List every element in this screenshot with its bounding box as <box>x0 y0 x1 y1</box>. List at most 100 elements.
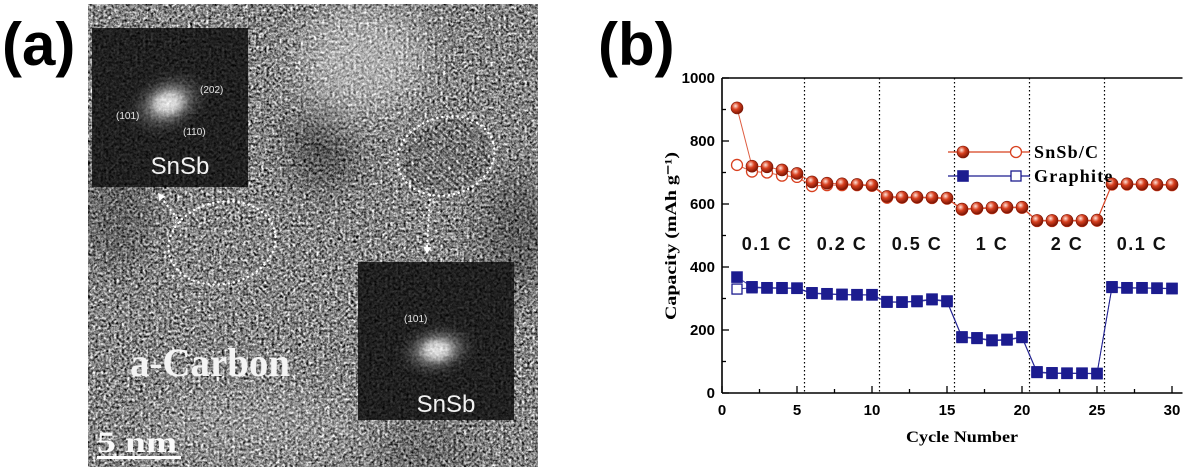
x-tick-label: 15 <box>939 402 956 419</box>
nanocrystal-outline-right <box>396 115 496 197</box>
snsb-c-filled-point <box>910 190 924 204</box>
graphite-filled-point <box>761 281 773 294</box>
graphite-filled-point <box>941 295 953 307</box>
arrow-line-to-top-inset <box>158 194 182 224</box>
graphite-filled-point <box>1106 281 1118 293</box>
snsb-c-filled-point <box>760 160 774 174</box>
legend-filled-marker-graphite <box>957 170 969 182</box>
graphite-filled-point <box>896 296 908 308</box>
graphite-filled-point <box>1091 367 1103 380</box>
snsb-c-filled-point <box>1105 177 1119 191</box>
arrow-line-to-bottom-inset <box>425 193 432 250</box>
snsb-c-filled-point <box>1165 178 1179 191</box>
snsb-c-filled-point <box>1030 214 1044 227</box>
y-tick-label: 1000 <box>682 70 715 87</box>
graphite-filled-point <box>1061 367 1073 379</box>
panel-b-label: (b) <box>598 11 675 78</box>
graphite-filled-point <box>851 288 863 301</box>
legend-label: Graphite <box>1034 166 1114 186</box>
graphite-filled-point <box>956 331 968 343</box>
graphite-filled-point <box>1031 366 1043 378</box>
graphite-filled-point <box>881 295 893 308</box>
snsb-c-filled-point <box>790 167 804 180</box>
filled-markers <box>730 101 1179 380</box>
scale-bar-label: 5 nm <box>97 426 177 459</box>
snsb-c-filled-point <box>1150 178 1164 191</box>
axes: 0 200 400 600 800 1000 0 5 10 15 20 25 30 <box>682 70 1183 419</box>
bright-region <box>148 389 368 459</box>
snsb-c-filled-point <box>1090 213 1104 227</box>
graphite-filled-point <box>836 288 848 301</box>
rate-label: 1 C <box>976 234 1009 254</box>
graphite-filled-point <box>911 295 923 307</box>
graphite-filled-point <box>971 332 983 344</box>
y-tick-label: 600 <box>690 196 715 213</box>
snsb-c-filled-point <box>1120 177 1134 191</box>
fft-inset-title: SnSb <box>151 153 210 180</box>
graphite-filled-point <box>1001 333 1013 346</box>
legend-label: SnSb/C <box>1034 142 1099 162</box>
rate-label: 0.1 C <box>742 234 793 254</box>
arrow-head-icon <box>158 193 166 201</box>
rate-label: 0.2 C <box>817 234 868 254</box>
arrow-head-icon <box>423 246 432 254</box>
tem-contrast-variations <box>88 4 538 467</box>
y-tick-label: 800 <box>690 133 715 150</box>
rate-capability-chart: Cycle Number Capacity (mAh g⁻¹) 02004006… <box>663 70 1183 446</box>
snsb-c-filled-point <box>1000 200 1014 214</box>
snsb-c-open-point <box>730 158 744 172</box>
fft-noise <box>358 262 514 420</box>
snsb-c-filled-point <box>805 175 819 189</box>
y-tick-label: 0 <box>707 385 715 402</box>
tem-micrograph: (202) (101) (110) SnSb (101) SnSb a-Carb… <box>88 4 538 467</box>
snsb-c-filled-point <box>1045 214 1059 227</box>
graphite-filled-point <box>1046 367 1058 379</box>
graphite-filled-point <box>1136 281 1148 294</box>
x-tick-label: 30 <box>1164 402 1181 419</box>
legend-filled-marker-snsb-c <box>956 145 970 159</box>
graphite-filled-point <box>776 281 788 294</box>
snsb-c-filled-point <box>970 201 984 215</box>
fft-inset-top: (202) (101) (110) SnSb <box>92 28 248 187</box>
fft-inset-bottom: (101) SnSb <box>358 262 514 420</box>
fft-inset-title: SnSb <box>417 391 476 418</box>
snsb-c-filled-point <box>730 101 744 115</box>
snsb-c-filled-point <box>1135 177 1149 191</box>
graphite-filled-point <box>746 281 758 293</box>
graphite-filled-point <box>1121 281 1133 294</box>
graphite-filled-point <box>926 293 938 305</box>
x-tick-label: 20 <box>1014 402 1031 419</box>
rate-dividers <box>803 78 1106 393</box>
x-axis-label: Cycle Number <box>906 429 1018 446</box>
x-tick-label: 5 <box>793 402 801 419</box>
snsb-c-filled-line <box>736 107 1172 221</box>
rate-label: 0.1 C <box>1117 234 1168 254</box>
legend-open-marker-snsb-c <box>1009 145 1023 159</box>
nanocrystal-outline-left <box>167 200 277 286</box>
x-tick-label: 10 <box>864 402 881 419</box>
fft-spot-label: (101) <box>404 314 427 325</box>
fft-spot-label: (202) <box>200 85 223 96</box>
rate-labels: 0.1 C 0.2 C 0.5 C 1 C 2 C 0.1 C <box>742 234 1168 254</box>
matrix-label: a-Carbon <box>130 340 290 385</box>
x-tick-label: 0 <box>718 402 726 419</box>
graphite-filled-point <box>1166 282 1178 295</box>
panel-a-label: (a) <box>2 11 76 78</box>
dark-region <box>358 424 478 467</box>
y-tick-label: 400 <box>690 259 715 276</box>
snsb-c-filled-point <box>955 202 969 216</box>
graphite-filled-point <box>1016 331 1028 343</box>
graphite-filled-point <box>986 334 998 346</box>
y-axis-label: Capacity (mAh g⁻¹) <box>663 152 680 320</box>
graphite-filled-point <box>731 271 743 283</box>
snsb-c-filled-point <box>850 178 864 191</box>
graphite-filled-point <box>1076 367 1088 379</box>
snsb-c-filled-point <box>835 177 849 191</box>
legend: SnSb/C Graphite <box>948 142 1114 186</box>
dark-region <box>291 99 355 189</box>
snsb-c-filled-point <box>1075 214 1089 227</box>
snsb-c-filled-point <box>775 163 789 177</box>
y-tick-label: 200 <box>690 322 715 339</box>
snsb-c-filled-point <box>1060 214 1074 227</box>
